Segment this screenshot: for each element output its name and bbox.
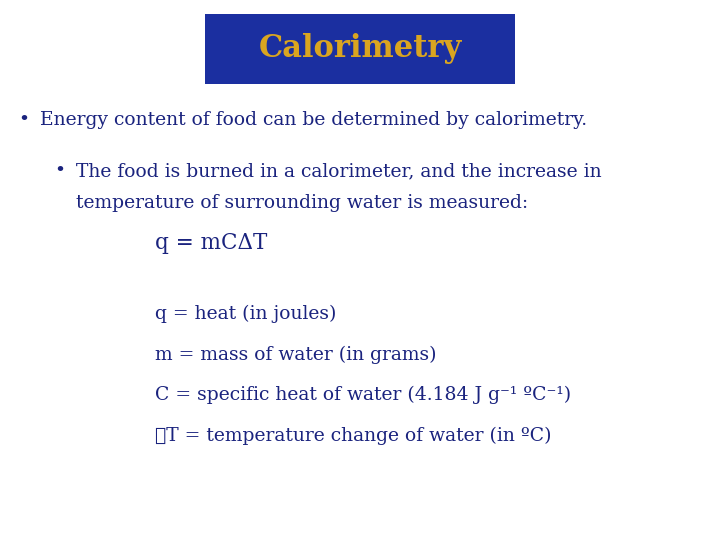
Text: Calorimetry: Calorimetry (258, 33, 462, 64)
Text: C = specific heat of water (4.184 J g⁻¹ ºC⁻¹): C = specific heat of water (4.184 J g⁻¹ … (155, 386, 571, 404)
Text: m = mass of water (in grams): m = mass of water (in grams) (155, 346, 436, 364)
Text: The food is burned in a calorimeter, and the increase in: The food is burned in a calorimeter, and… (76, 162, 601, 180)
Text: ☉T = temperature change of water (in ºC): ☉T = temperature change of water (in ºC) (155, 427, 552, 445)
FancyBboxPatch shape (205, 14, 515, 84)
Text: •: • (18, 111, 29, 129)
Text: q = mCΔT: q = mCΔT (155, 232, 267, 254)
Text: temperature of surrounding water is measured:: temperature of surrounding water is meas… (76, 194, 528, 212)
Text: Energy content of food can be determined by calorimetry.: Energy content of food can be determined… (40, 111, 587, 129)
Text: q = heat (in joules): q = heat (in joules) (155, 305, 336, 323)
Text: •: • (54, 162, 65, 180)
